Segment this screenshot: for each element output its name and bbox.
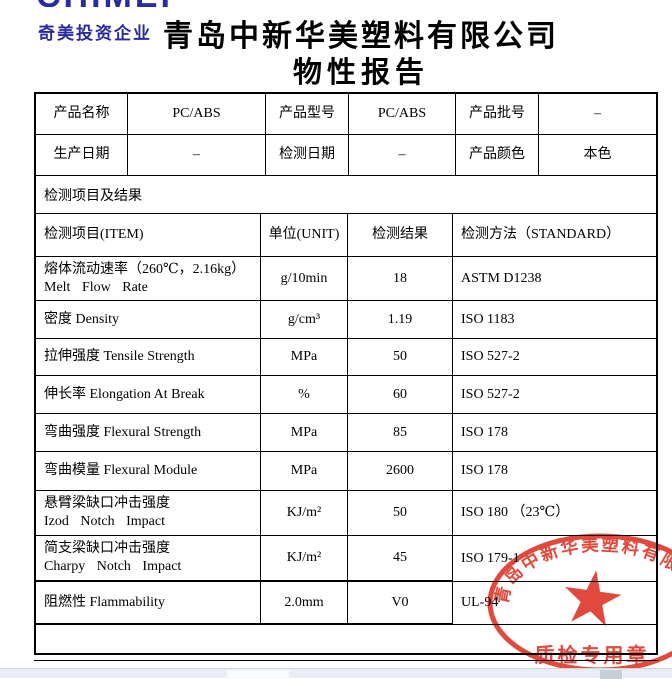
item-unit: MPa xyxy=(261,414,348,452)
info-value: – xyxy=(349,135,456,176)
item-result: 18 xyxy=(348,257,453,301)
empty-row xyxy=(36,625,656,653)
item-result: 1.19 xyxy=(348,301,453,339)
info-value: – xyxy=(539,94,656,135)
report-title-block: 青岛中新华美塑料有限公司 物性报告 xyxy=(70,18,652,90)
chimei-logo: CHIMEI xyxy=(36,0,206,7)
item-name: 弯曲模量 Flexural Module xyxy=(36,452,261,491)
item-standard: ISO 180 （23℃） xyxy=(453,491,656,536)
info-value: PC/ABS xyxy=(128,94,266,135)
item-standard: ISO 527-2 xyxy=(453,376,656,414)
item-name: 密度 Density xyxy=(36,301,261,339)
info-label: 产品批号 xyxy=(456,94,539,135)
scrollbar-thumb[interactable] xyxy=(227,670,289,679)
item-name: 弯曲强度 Flexural Strength xyxy=(36,414,261,452)
info-value: – xyxy=(128,135,266,176)
item-name: 伸长率 Elongation At Break xyxy=(36,376,261,414)
table-outer-line xyxy=(34,660,658,661)
item-name: 阻燃性 Flammability xyxy=(36,582,261,625)
item-unit: g/10min xyxy=(261,257,348,301)
item-result: 50 xyxy=(348,339,453,376)
scrollbar-grip[interactable] xyxy=(600,670,622,679)
info-value: PC/ABS xyxy=(349,94,456,135)
item-standard: ISO 179-1 xyxy=(453,536,656,582)
item-result: 45 xyxy=(348,536,453,582)
item-standard: ISO 1183 xyxy=(453,301,656,339)
item-result: V0 xyxy=(348,582,453,625)
item-standard: ASTM D1238 xyxy=(453,257,656,301)
column-header-unit: 单位(UNIT) xyxy=(261,214,348,257)
report-type-title: 物性报告 xyxy=(292,57,429,89)
item-standard: ISO 178 xyxy=(453,452,656,491)
item-unit: MPa xyxy=(261,452,348,491)
item-standard: ISO 178 xyxy=(453,414,656,452)
test-results-grid: 检测项目(ITEM) 单位(UNIT) 检测结果 检测方法（STANDARD） … xyxy=(36,214,656,625)
info-label: 检测日期 xyxy=(266,135,349,176)
product-info-grid: 产品名称 PC/ABS 产品型号 PC/ABS 产品批号 – 生产日期 – 检测… xyxy=(36,94,656,176)
item-unit: MPa xyxy=(261,339,348,376)
item-unit: KJ/m² xyxy=(261,536,348,582)
column-header-item: 检测项目(ITEM) xyxy=(36,214,261,257)
item-name: 熔体流动速率（260℃，2.16kg） Melt Flow Rate xyxy=(36,257,261,301)
item-unit: g/cm³ xyxy=(261,301,348,339)
item-name: 简支梁缺口冲击强度 Charpy Notch Impact xyxy=(36,536,261,582)
item-standard: ISO 527-2 xyxy=(453,339,656,376)
section-title: 检测项目及结果 xyxy=(36,176,656,214)
info-label: 生产日期 xyxy=(36,135,128,176)
horizontal-scrollbar[interactable] xyxy=(0,668,672,679)
info-label: 产品颜色 xyxy=(456,135,539,176)
chimei-logo-text: CHIMEI xyxy=(36,0,206,7)
item-name: 拉伸强度 Tensile Strength xyxy=(36,339,261,376)
info-label: 产品型号 xyxy=(266,94,349,135)
item-result: 50 xyxy=(348,491,453,536)
column-header-standard: 检测方法（STANDARD） xyxy=(453,214,656,257)
item-unit: % xyxy=(261,376,348,414)
info-label: 产品名称 xyxy=(36,94,128,135)
logo-subtitle: 奇美投资企业 xyxy=(38,24,152,43)
item-name: 悬臂梁缺口冲击强度 Izod Notch Impact xyxy=(36,491,261,536)
company-title: 青岛中新华美塑料有限公司 xyxy=(163,20,559,53)
item-standard: UL-94 xyxy=(453,582,656,625)
item-result: 60 xyxy=(348,376,453,414)
property-report-table: 产品名称 PC/ABS 产品型号 PC/ABS 产品批号 – 生产日期 – 检测… xyxy=(34,92,658,655)
info-value: 本色 xyxy=(539,135,656,176)
item-unit: KJ/m² xyxy=(261,491,348,536)
item-result: 85 xyxy=(348,414,453,452)
item-unit: 2.0mm xyxy=(261,582,348,625)
item-result: 2600 xyxy=(348,452,453,491)
column-header-result: 检测结果 xyxy=(348,214,453,257)
